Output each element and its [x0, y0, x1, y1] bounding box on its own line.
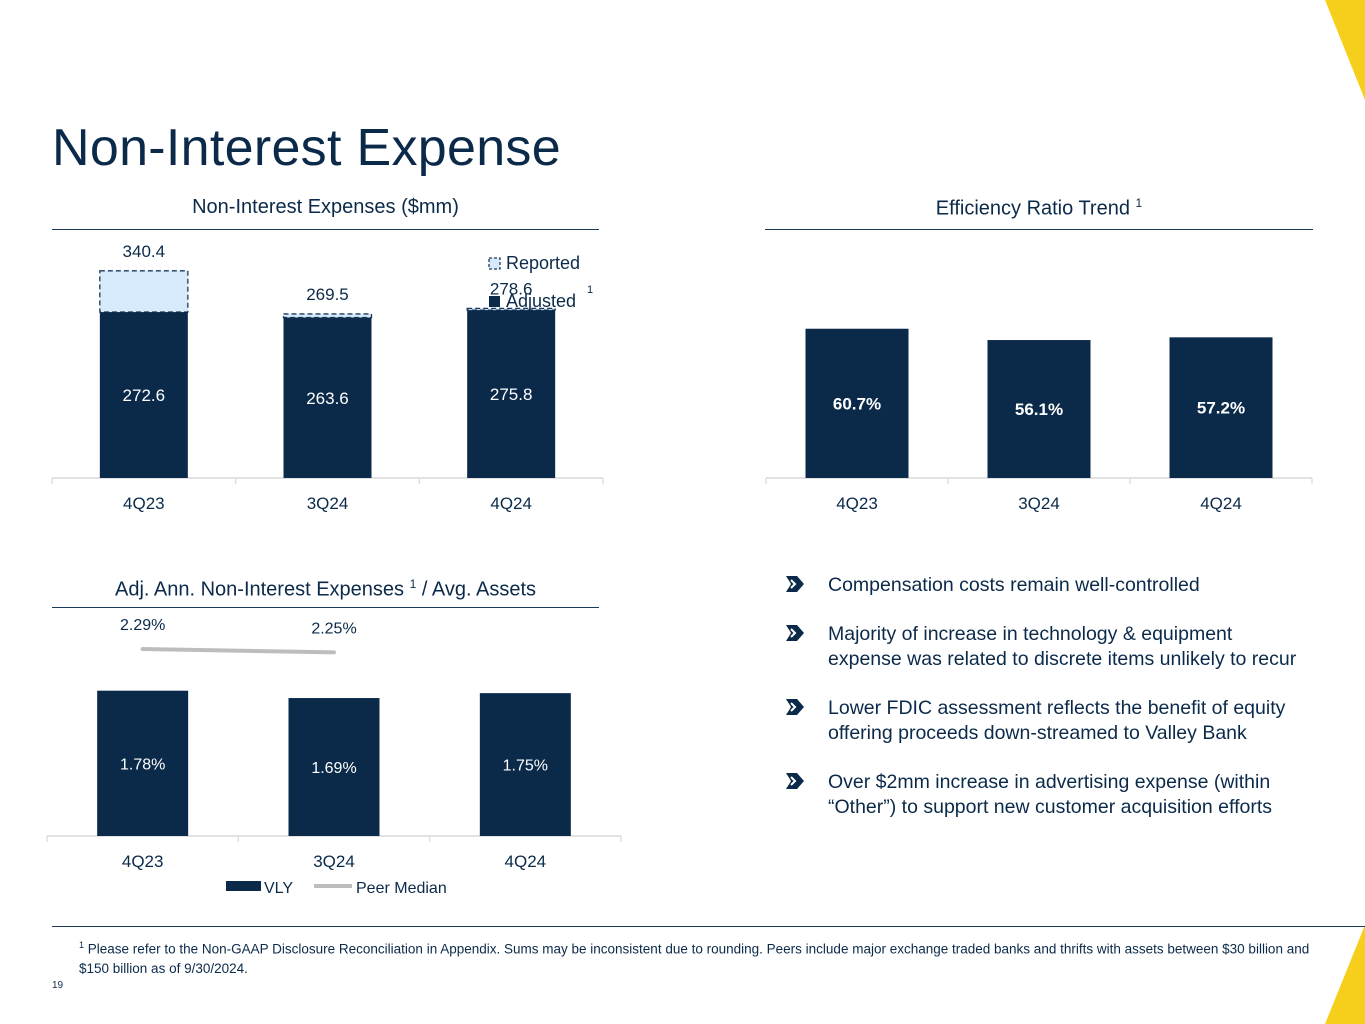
nie-reported-bar	[282, 313, 373, 319]
assets-peer-median-line	[140, 647, 336, 655]
legend-vly-label: VLY	[264, 880, 293, 897]
eff-chart: 4Q23 3Q24 4Q24 60.7% 56.1% 57.2%	[765, 328, 1313, 513]
bullet-list: Compensation costs remain well-controlle…	[785, 573, 1305, 844]
assets-title-post: / Avg. Assets	[421, 578, 536, 601]
legend-adjusted-sup: 1	[587, 284, 593, 296]
assets-peer-value-label: 2.25%	[311, 620, 356, 637]
legend-adjusted-swatch	[489, 296, 500, 307]
bullet-item: Over $2mm increase in advertising expens…	[785, 770, 1305, 820]
nie-chart: 4Q23 3Q24 4Q24 272.6 340.4 263.6 269.5 275.8 278…	[51, 242, 604, 513]
eff-title-text: Efficiency Ratio Trend	[935, 197, 1130, 220]
bullet-item: Lower FDIC assessment reflects the benef…	[785, 696, 1305, 746]
nie-reported-value-label: 269.5	[306, 285, 349, 304]
nie-reported-value-label: 278.6	[490, 279, 533, 298]
eff-value-label: 60.7%	[833, 394, 881, 413]
nie-reported-bar	[466, 307, 556, 311]
assets-vly-bar	[288, 698, 380, 836]
bullet-text: Majority of increase in technology & equ…	[828, 623, 1297, 670]
assets-vly-bar	[97, 690, 189, 836]
eff-chart-title: Efficiency Ratio Trend 1	[765, 196, 1313, 221]
eff-value-label: 57.2%	[1197, 399, 1245, 418]
assets-vly-value-label: 1.75%	[503, 758, 548, 775]
nie-category-label: 4Q24	[490, 494, 532, 513]
nie-adjusted-value-label: 275.8	[490, 385, 533, 404]
nie-adjusted-bar	[99, 312, 188, 478]
assets-title-pre: Adj. Ann. Non-Interest Expenses	[114, 578, 405, 601]
nie-category-label: 3Q24	[307, 494, 349, 513]
chevron-bullet-icon	[786, 625, 804, 641]
bullet-item: Compensation costs remain well-controlle…	[785, 573, 1305, 598]
assets-vly-value-label: 1.69%	[311, 760, 356, 777]
eff-value-label: 56.1%	[1015, 400, 1063, 419]
page-title: Non-Interest Expense	[52, 119, 561, 177]
nie-reported-value-label: 340.4	[123, 242, 166, 261]
eff-category-label: 4Q23	[836, 494, 878, 513]
nie-chart-title: Non-Interest Expenses ($mm)	[192, 196, 459, 218]
assets-chart: 4Q23 3Q24 4Q24 1.78% 1.69% 1.75% 2.29% 2.25% VL…	[46, 617, 622, 897]
nie-adjusted-bar	[283, 317, 372, 478]
eff-category-label: 3Q24	[1018, 494, 1060, 513]
eff-bar	[987, 340, 1091, 478]
eff-title-sup: 1	[1135, 196, 1143, 210]
legend-vly-swatch	[226, 881, 261, 891]
legend-reported-label: Reported	[506, 253, 580, 273]
corner-accent-bottom	[1325, 925, 1365, 1024]
nie-adjusted-value-label: 272.6	[123, 386, 166, 405]
eff-title-rule	[765, 229, 1313, 230]
eff-bar	[805, 328, 909, 478]
nie-title-rule	[52, 229, 599, 230]
nie-adjusted-bar	[467, 310, 556, 478]
assets-vly-value-label: 1.78%	[120, 756, 165, 773]
assets-category-label: 4Q24	[505, 852, 547, 871]
legend-adjusted-label: Adjusted	[506, 291, 576, 311]
footnote: 1 Please refer to the Non-GAAP Disclosur…	[79, 936, 1319, 978]
bullet-text: Compensation costs remain well-controlle…	[828, 574, 1200, 596]
eff-category-label: 4Q24	[1200, 494, 1242, 513]
assets-title-rule	[52, 607, 599, 608]
assets-chart-title: Adj. Ann. Non-Interest Expenses 1 / Avg.…	[52, 577, 599, 602]
assets-legend: VLY Peer Median	[226, 880, 447, 897]
legend-reported-swatch	[488, 257, 501, 270]
page-number: 19	[52, 980, 64, 991]
bullet-item: Majority of increase in technology & equ…	[785, 622, 1305, 672]
assets-title-sup: 1	[409, 577, 417, 591]
nie-reported-bar	[99, 270, 189, 313]
footnote-text: Please refer to the Non-GAAP Disclosure …	[79, 941, 1310, 976]
nie-adjusted-value-label: 263.6	[306, 389, 349, 408]
assets-category-label: 3Q24	[313, 852, 355, 871]
eff-bar	[1169, 337, 1273, 478]
nie-legend: Reported Adjusted 1	[488, 253, 593, 311]
chevron-bullet-icon	[786, 576, 804, 592]
assets-category-label: 4Q23	[122, 852, 164, 871]
chevron-bullet-icon	[786, 773, 804, 789]
corner-accent-top	[1325, 0, 1365, 100]
legend-peer-label: Peer Median	[356, 880, 447, 897]
assets-peer-value-label: 2.29%	[120, 617, 165, 634]
bullet-text: Over $2mm increase in advertising expens…	[828, 771, 1272, 818]
assets-vly-bar	[479, 693, 571, 836]
footnote-marker: 1	[79, 940, 85, 950]
bullet-text: Lower FDIC assessment reflects the benef…	[828, 697, 1286, 744]
footer-rule	[52, 926, 1365, 927]
chevron-bullet-icon	[786, 699, 804, 715]
nie-category-label: 4Q23	[123, 494, 165, 513]
